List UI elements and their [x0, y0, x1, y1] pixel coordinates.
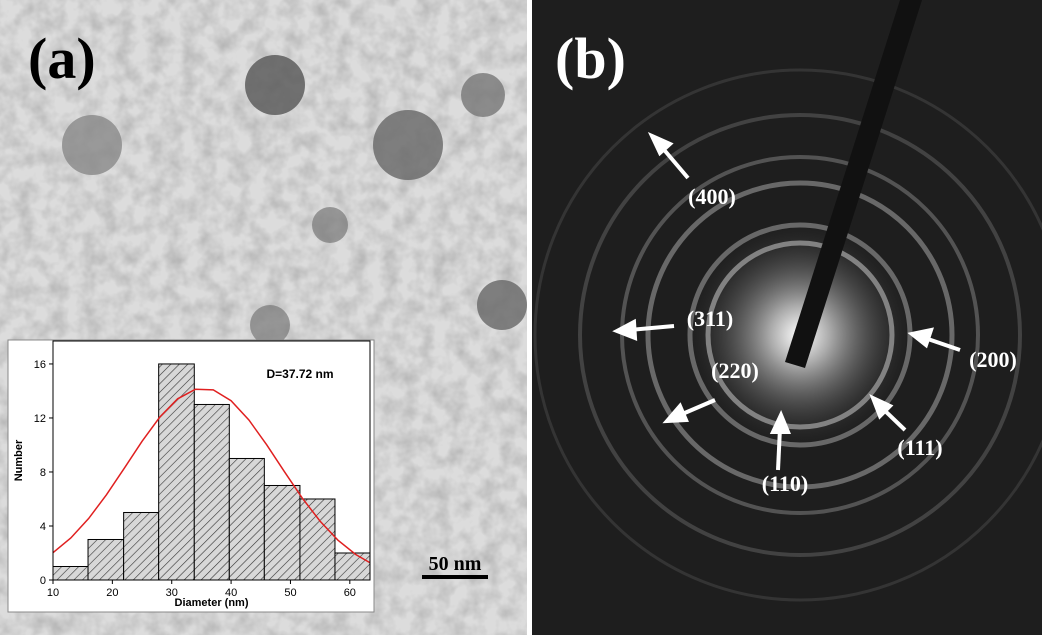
- bar: [264, 485, 300, 580]
- panel-label: (b): [555, 26, 626, 91]
- figure: (a) 50 nm (b) (400) (311) (200) (220) (111) (…: [0, 0, 1042, 635]
- x-tick-label: 50: [284, 587, 296, 599]
- bar: [124, 512, 159, 580]
- diffraction-image: [532, 0, 1042, 635]
- y-tick-label: 0: [40, 575, 46, 587]
- x-tick-label: 60: [344, 587, 356, 599]
- y-tick-label: 4: [40, 521, 46, 533]
- panel-label: (a): [28, 26, 96, 91]
- y-tick-label: 12: [34, 413, 46, 425]
- annotation: D=37.72 nm: [266, 367, 333, 381]
- y-tick-label: 8: [40, 467, 46, 479]
- y-axis-label: Number: [13, 439, 25, 481]
- x-tick-label: 10: [47, 587, 59, 599]
- ring-label: (220): [711, 358, 759, 383]
- ring-label: (110): [762, 471, 808, 496]
- ring-label: (400): [688, 184, 736, 209]
- bar: [229, 458, 264, 580]
- ring-label: (200): [969, 347, 1017, 372]
- bar: [53, 566, 88, 580]
- y-tick-label: 16: [34, 359, 46, 371]
- bar: [300, 499, 335, 580]
- bar: [88, 539, 124, 580]
- scale-bar-label: 50 nm: [429, 553, 482, 575]
- x-tick-label: 20: [106, 587, 118, 599]
- bar: [159, 364, 195, 580]
- bar: [335, 553, 370, 580]
- bar: [194, 404, 229, 580]
- ring-label: (311): [687, 306, 733, 331]
- x-axis-label: Diameter (nm): [175, 597, 249, 609]
- ring-label: (111): [897, 435, 942, 460]
